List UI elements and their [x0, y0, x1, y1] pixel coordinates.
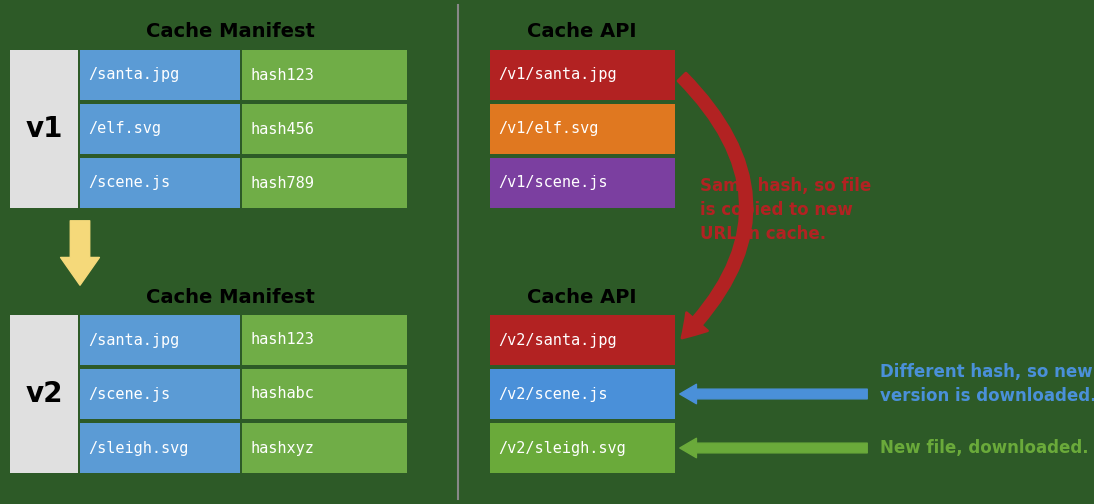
Text: Cache Manifest: Cache Manifest — [146, 22, 314, 41]
Bar — [10, 315, 78, 473]
Text: hashxyz: hashxyz — [251, 440, 314, 456]
Text: Same hash, so file
is copied to new
URL in cache.: Same hash, so file is copied to new URL … — [700, 177, 871, 242]
Text: hash123: hash123 — [251, 68, 314, 83]
Text: Cache API: Cache API — [527, 288, 637, 307]
Bar — [80, 369, 240, 419]
Text: /v1/santa.jpg: /v1/santa.jpg — [498, 68, 617, 83]
Text: /santa.jpg: /santa.jpg — [88, 68, 179, 83]
Text: Different hash, so new
version is downloaded.: Different hash, so new version is downlo… — [880, 363, 1094, 405]
Text: /v2/santa.jpg: /v2/santa.jpg — [498, 333, 617, 347]
Bar — [490, 369, 675, 419]
Text: /santa.jpg: /santa.jpg — [88, 333, 179, 347]
Bar — [490, 158, 675, 208]
FancyArrowPatch shape — [679, 438, 868, 458]
FancyArrowPatch shape — [678, 73, 752, 338]
Text: /scene.js: /scene.js — [88, 175, 171, 191]
Bar — [490, 50, 675, 100]
Text: /v1/elf.svg: /v1/elf.svg — [498, 121, 598, 137]
FancyArrowPatch shape — [679, 384, 868, 404]
Bar — [490, 315, 675, 365]
Bar — [242, 104, 407, 154]
Bar — [80, 50, 240, 100]
Text: v2: v2 — [25, 380, 62, 408]
Text: /v1/scene.js: /v1/scene.js — [498, 175, 607, 191]
Bar — [242, 50, 407, 100]
Text: New file, downloaded.: New file, downloaded. — [880, 439, 1089, 457]
Bar — [80, 423, 240, 473]
Text: hash123: hash123 — [251, 333, 314, 347]
Bar — [242, 369, 407, 419]
Text: hash789: hash789 — [251, 175, 314, 191]
Bar — [80, 104, 240, 154]
Text: /v2/scene.js: /v2/scene.js — [498, 387, 607, 402]
Bar — [242, 158, 407, 208]
Text: /scene.js: /scene.js — [88, 387, 171, 402]
Bar — [80, 315, 240, 365]
Bar — [10, 50, 78, 208]
Text: /v2/sleigh.svg: /v2/sleigh.svg — [498, 440, 626, 456]
Text: /elf.svg: /elf.svg — [88, 121, 161, 137]
Text: Cache API: Cache API — [527, 22, 637, 41]
Bar — [242, 423, 407, 473]
Bar — [80, 158, 240, 208]
Bar — [490, 104, 675, 154]
Text: /sleigh.svg: /sleigh.svg — [88, 440, 188, 456]
Text: Cache Manifest: Cache Manifest — [146, 288, 314, 307]
Text: v1: v1 — [25, 115, 62, 143]
Bar — [242, 315, 407, 365]
Text: hashabc: hashabc — [251, 387, 314, 402]
Bar — [490, 423, 675, 473]
Text: hash456: hash456 — [251, 121, 314, 137]
FancyArrowPatch shape — [60, 221, 100, 285]
